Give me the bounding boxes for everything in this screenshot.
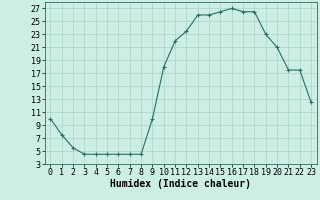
X-axis label: Humidex (Indice chaleur): Humidex (Indice chaleur) bbox=[110, 179, 251, 189]
